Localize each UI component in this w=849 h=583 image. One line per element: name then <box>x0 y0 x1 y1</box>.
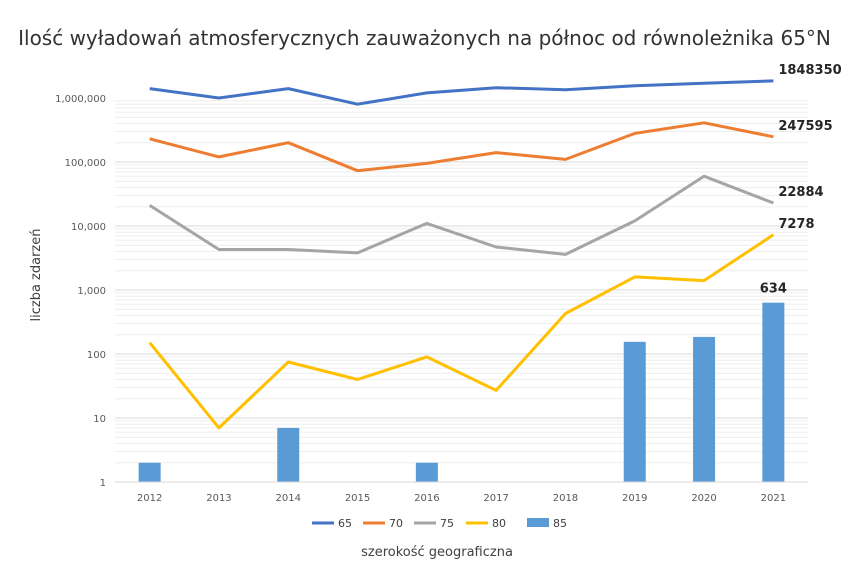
legend-item-70[interactable]: 70 <box>363 517 403 530</box>
bar-85-2021 <box>762 302 785 482</box>
end-label-85: 634 <box>760 282 787 297</box>
y-tick-label: 10 <box>93 414 106 425</box>
x-tick-label: 2016 <box>414 493 439 504</box>
y-tick-label: 100 <box>87 350 106 361</box>
y-axis-title: liczba zdarzeń <box>29 229 44 322</box>
y-tick-label: 1,000 <box>77 286 106 297</box>
y-tick-label: 1 <box>100 478 106 489</box>
legend-label: 75 <box>440 517 454 530</box>
chart-title: Ilość wyładowań atmosferycznych zauważon… <box>18 26 831 50</box>
y-tick-label: 1,000,000 <box>55 94 106 105</box>
end-label-80: 7278 <box>778 217 814 232</box>
legend-label: 65 <box>338 517 352 530</box>
legend-label: 70 <box>389 517 403 530</box>
x-tick-label: 2018 <box>553 493 578 504</box>
bar-85-2012 <box>138 462 161 482</box>
line-series-65 <box>149 79 774 106</box>
y-axis-ticks: 1 10 100 1,000 10,000 100,000 1,000,000 <box>55 94 106 489</box>
legend[interactable]: 65 70 75 80 85 <box>312 517 567 530</box>
legend-label: 80 <box>492 517 506 530</box>
x-tick-label: 2013 <box>206 493 231 504</box>
x-tick-label: 2014 <box>276 493 301 504</box>
bar-series <box>138 302 785 482</box>
x-tick-label: 2021 <box>761 493 786 504</box>
legend-item-75[interactable]: 75 <box>414 517 454 530</box>
y-tick-label: 100,000 <box>65 158 106 169</box>
legend-item-85[interactable]: 85 <box>527 517 567 530</box>
bar-85-2014 <box>277 427 300 482</box>
x-tick-label: 2019 <box>622 493 647 504</box>
x-tick-label: 2017 <box>483 493 508 504</box>
line-series-70 <box>149 121 774 173</box>
line-series-75 <box>148 174 774 256</box>
x-axis-title: szerokość geograficzna <box>361 545 513 560</box>
bar-85-2019 <box>623 341 646 482</box>
end-label-75: 22884 <box>778 185 823 200</box>
end-label-70: 247595 <box>778 119 832 134</box>
x-tick-label: 2020 <box>691 493 716 504</box>
x-tick-label: 2012 <box>137 493 162 504</box>
bar-85-2016 <box>415 462 438 482</box>
legend-item-65[interactable]: 65 <box>312 517 352 530</box>
y-tick-label: 10,000 <box>71 222 106 233</box>
bar-85-2020 <box>693 336 716 482</box>
x-tick-label: 2015 <box>345 493 370 504</box>
x-axis-ticks: 2012 2013 2014 2015 2016 2017 2018 2019 2020 2021 <box>137 493 786 504</box>
end-labels: 1848350 247595 22884 7278 634 <box>760 63 842 297</box>
legend-swatch <box>527 518 549 527</box>
gridlines <box>115 100 808 483</box>
legend-label: 85 <box>553 517 567 530</box>
line-series <box>148 79 775 430</box>
end-label-65: 1848350 <box>778 63 841 78</box>
line-series-80 <box>148 233 775 430</box>
legend-item-80[interactable]: 80 <box>466 517 506 530</box>
